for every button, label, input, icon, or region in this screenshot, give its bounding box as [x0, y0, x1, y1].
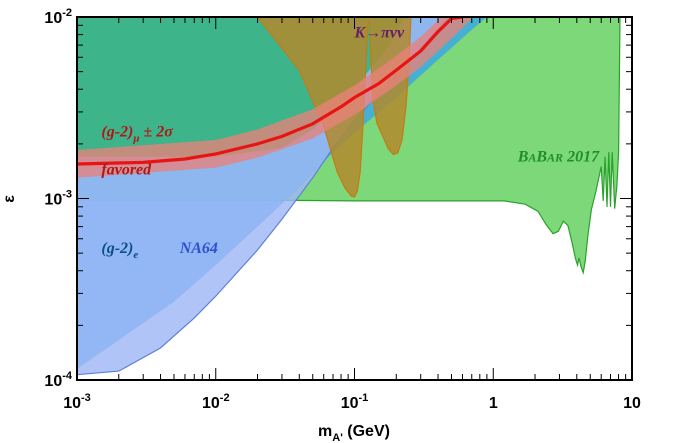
y-tick-label: 10-3 — [44, 189, 72, 209]
x-tick-label: 1 — [489, 395, 498, 412]
x-tick-label: 10-3 — [63, 392, 91, 412]
x-tick-label: 10-2 — [202, 392, 230, 412]
labels-layer: K→πνν (g-2)μ ± 2σ favored BABAR 2017 (g-2)e N… — [101, 25, 600, 262]
x-tick-label: 10 — [623, 395, 641, 412]
x-axis-title: mA' (GeV) — [318, 423, 390, 443]
ticks-layer — [76, 17, 632, 381]
x-tick-label: 10-1 — [341, 392, 369, 412]
annotation-g-2: (g-2)e — [101, 240, 138, 261]
y-tick-label: 10-4 — [44, 370, 72, 390]
series-g-2-central — [77, 17, 463, 166]
annotation-favored: favored — [101, 161, 152, 178]
series-layer — [77, 17, 463, 166]
annotation-na64: NA64 — [179, 240, 218, 257]
annotation-babar-2017: BABAR 2017 — [517, 149, 600, 166]
y-tick-label: 10-2 — [44, 7, 72, 27]
y-axis-title: ε — [1, 195, 18, 203]
annotation-k: K→πνν — [354, 25, 406, 42]
annotation-g-2: (g-2)μ ± 2σ — [101, 123, 173, 144]
